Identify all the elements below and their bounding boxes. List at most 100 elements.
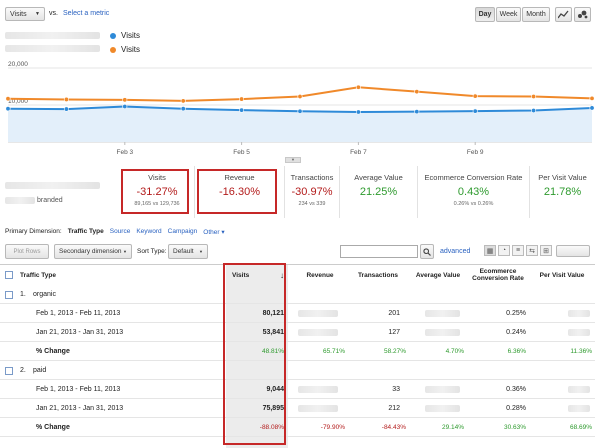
dimension-other[interactable]: Other ▾ [203,229,225,236]
data-point [5,106,11,112]
chevron-down-icon: ▼ [35,11,40,17]
metric-value: 0.43% [457,186,490,198]
legend-dot-icon [110,32,116,39]
metric-label: Per Visit Value [538,173,587,182]
date-range: Jan 21, 2013 - Jan 31, 2013 [36,329,124,336]
data-point [297,108,303,114]
table-search-input[interactable] [340,245,418,258]
legend-item-1: Visits [110,31,140,40]
data-point [355,84,361,90]
sort-type-select[interactable]: Default ▼ [168,244,208,259]
select-metric-link[interactable]: Select a metric [63,10,110,17]
table-row: Jan 21, 2013 - Jan 31, 2013 53,841 127 0.24… [0,323,595,342]
metric-subtext: 89,165 vs 129,736 [134,201,180,207]
data-point [531,93,537,99]
metric-value: 21.25% [359,186,398,198]
row-name: organic [33,291,56,298]
metric-label: Transactions [290,173,334,182]
plot-rows-button[interactable]: Plot Rows [5,244,49,259]
visits-value: 53,841 [262,329,284,336]
segment-label: branded [37,197,63,204]
data-point [472,108,478,114]
metric-value: 21.78% [543,186,582,198]
primary-dimension-bar: Primary Dimension: Traffic Type Source K… [5,228,225,236]
metric-label: Revenue [224,173,255,182]
rows-per-page-select[interactable] [556,245,590,257]
data-point [414,109,420,115]
metric-card: Ecommerce Conversion Rate 0.43% 0.26% vs 0… [418,166,530,218]
x-tick-label: Feb 5 [233,149,250,156]
metric-card: Per Visit Value 21.78% [530,166,595,218]
visits-value: 75,895 [262,405,284,412]
table-view-icon[interactable]: ▦ [484,245,496,256]
secondary-dimension-label: Secondary dimension [59,248,122,255]
data-point [63,106,69,112]
table-group-row[interactable]: 2. paid [0,361,595,380]
header-traffic-type[interactable]: Traffic Type [20,271,57,279]
performance-view-icon[interactable]: ≡ [512,245,524,256]
ecr-value: 0.24% [506,329,526,336]
legend-range-1-redacted [5,32,100,39]
sort-type-label: Sort Type: [137,248,167,255]
advanced-link[interactable]: advanced [440,248,471,255]
transactions-value: 201 [388,310,400,317]
metric-subtext: 234 vs 339 [298,201,326,207]
header-transactions[interactable]: Transactions [357,271,399,279]
month-button[interactable]: Month [522,7,550,22]
checkbox-icon [5,290,13,299]
comparison-view-icon[interactable]: ⇆ [526,245,538,256]
pie-view-icon[interactable]: ◔ [498,245,510,256]
data-point [5,96,11,102]
ecr-value: 0.28% [506,405,526,412]
header-average-value[interactable]: Average Value [415,271,461,279]
dimension-keyword[interactable]: Keyword [136,228,162,235]
dimension-source[interactable]: Source [109,228,131,235]
redacted-value [425,405,460,412]
dimension-traffic-type[interactable]: Traffic Type [67,228,104,235]
data-point [63,96,69,102]
change-visits-value: -88.08% [259,424,284,431]
row-checkbox[interactable] [5,361,13,380]
transactions-value: 212 [388,405,400,412]
header-ecommerce-conversion-rate[interactable]: Ecommerce Conversion Rate [472,268,524,282]
header-per-visit-value[interactable]: Per Visit Value [539,271,585,279]
highlight-revenue-metric [197,169,277,214]
day-button[interactable]: Day [475,7,495,22]
header-revenue[interactable]: Revenue [306,271,334,279]
table-change-row: % Change -88.08% -79.90% -84.43% 29.14% 30.63… [0,418,595,437]
metric-card: Visits -31.27% 89,165 vs 129,736 [120,166,195,218]
metric-subtext: 0.26% vs 0.26% [453,201,494,207]
search-icon[interactable] [420,244,434,259]
chart-resize-handle[interactable]: ▼ [285,157,301,163]
redacted-value [568,386,590,393]
data-point [531,108,537,114]
motion-chart-icon[interactable] [574,7,591,22]
select-all-checkbox[interactable] [5,265,13,285]
pivot-view-icon[interactable]: ⊞ [540,245,552,256]
change-ecr-value: 6.36% [507,348,526,355]
metric-select[interactable]: Visits ▼ [5,7,45,21]
line-chart-icon[interactable] [555,7,572,22]
visits-value: 9,044 [266,386,284,393]
primary-dimension-label: Primary Dimension: [5,228,62,235]
legend-dot-icon [110,46,116,53]
area-fill [8,106,592,142]
data-point [589,95,595,101]
legend-label: Visits [121,45,140,54]
dimension-campaign[interactable]: Campaign [167,228,198,235]
redacted-value [568,405,590,412]
row-number: 1. [20,291,26,298]
checkbox-icon [5,366,13,375]
change-avg-value: 29.14% [441,424,464,431]
row-checkbox[interactable] [5,285,13,304]
header-visits[interactable]: Visits ↓ [232,265,284,285]
y-tick-label: 10,000 [8,98,28,105]
period-toggle: Day Week Month [475,7,550,22]
week-button[interactable]: Week [496,7,521,22]
metric-label: Average Value [354,173,403,182]
legend-label: Visits [121,31,140,40]
change-pvv-value: 68.69% [569,424,592,431]
legend-range-2-redacted [5,45,100,52]
table-group-row[interactable]: 1. organic [0,285,595,304]
secondary-dimension-select[interactable]: Secondary dimension ▼ [54,244,132,259]
